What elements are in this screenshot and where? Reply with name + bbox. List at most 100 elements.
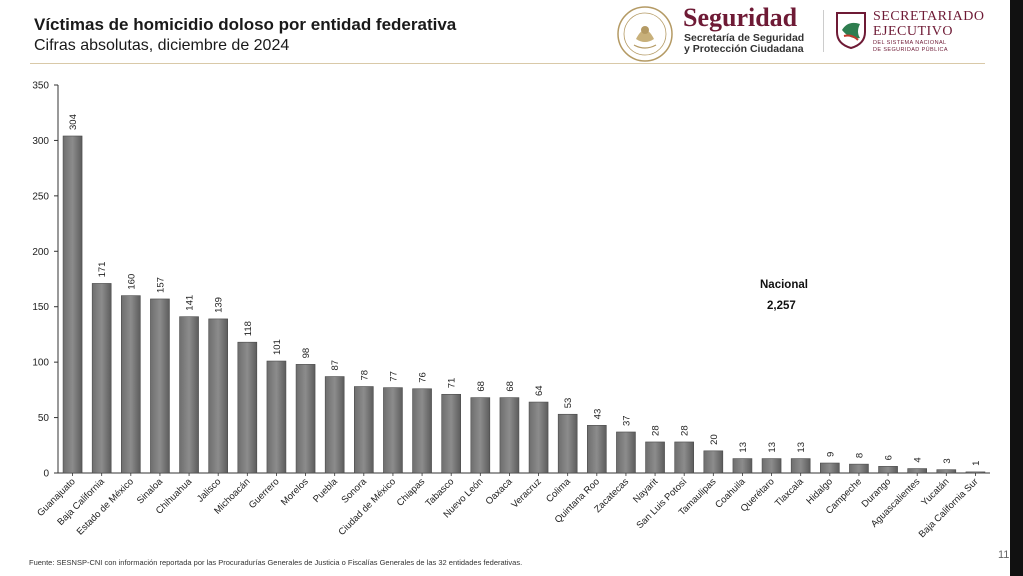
bar — [266, 360, 287, 474]
secretariado-logo-subtitle: DEL SISTEMA NACIONAL DE SEGURIDAD PÚBLIC… — [873, 40, 948, 54]
page-title: Víctimas de homicidio doloso por entidad… — [34, 15, 457, 34]
bar — [849, 463, 869, 474]
secretariado-shield-logo — [836, 12, 866, 50]
bar — [616, 431, 636, 474]
bar — [237, 341, 258, 474]
window-edge — [1010, 0, 1023, 576]
bar-value-label: 157 — [155, 277, 166, 293]
seguridad-logo-title: Seguridad — [683, 3, 798, 32]
bar-value-label: 4 — [913, 457, 924, 462]
bar-value-label: 68 — [505, 381, 516, 392]
secretariado-title-line-2: EJECUTIVO — [873, 24, 953, 39]
bar — [208, 318, 228, 474]
bar-value-label: 101 — [272, 339, 283, 355]
bar — [557, 413, 578, 474]
bar-value-label: 98 — [301, 348, 312, 359]
page-number: 11 — [998, 549, 1010, 561]
bar — [91, 283, 112, 474]
y-tick-label: 0 — [43, 469, 49, 480]
bar-value-label: 78 — [359, 370, 370, 381]
bar — [965, 471, 986, 474]
bar — [645, 441, 665, 474]
bar-value-label: 171 — [97, 262, 108, 278]
x-category-label: Veracruz — [509, 476, 543, 510]
secretariado-subtitle-line-2: DE SEGURIDAD PÚBLICA — [873, 47, 948, 53]
secretariado-subtitle-line-1: DEL SISTEMA NACIONAL — [873, 40, 947, 46]
bar — [179, 316, 199, 474]
bar — [412, 388, 432, 474]
secretariado-logo-title: SECRETARIADO EJECUTIVO — [873, 9, 984, 39]
bar-value-label: 68 — [476, 381, 487, 392]
bar — [674, 441, 694, 474]
bar — [121, 295, 141, 474]
bar — [150, 298, 170, 474]
bar-value-label: 64 — [534, 385, 545, 396]
secretariado-title-line-1: SECRETARIADO — [873, 9, 985, 24]
bar — [383, 387, 403, 474]
bar-value-label: 304 — [68, 114, 79, 130]
bar-value-label: 160 — [126, 274, 137, 290]
bar — [761, 458, 782, 474]
bar-value-label: 13 — [738, 442, 749, 453]
x-category-label: Puebla — [311, 476, 340, 505]
national-total-label: Nacional — [760, 279, 808, 291]
bar — [820, 462, 840, 474]
bar-value-label: 87 — [330, 360, 341, 371]
bar — [528, 401, 549, 474]
bar-value-label: 6 — [884, 455, 895, 460]
page-subtitle: Cifras absolutas, diciembre de 2024 — [34, 37, 290, 54]
x-category-label: Guerrero — [247, 476, 282, 511]
bar-value-label: 20 — [709, 434, 720, 445]
bar — [324, 376, 345, 474]
bar-value-label: 118 — [243, 321, 254, 336]
x-category-label: Tlaxcala — [773, 476, 806, 509]
y-tick-label: 200 — [32, 247, 49, 258]
y-tick-label: 350 — [32, 81, 49, 92]
bar — [907, 468, 927, 474]
bar — [470, 397, 491, 474]
bar-value-label: 3 — [942, 458, 953, 463]
y-tick-label: 50 — [38, 413, 50, 424]
seguridad-subtitle-line-1: Secretaría de Seguridad — [684, 32, 805, 44]
bar-value-label: 28 — [651, 425, 662, 436]
y-tick-label: 150 — [32, 302, 49, 313]
bar-value-label: 13 — [796, 442, 807, 453]
source-note: Fuente: SESNSP-CNI con información repor… — [29, 558, 523, 567]
national-total-value: 2,257 — [767, 300, 796, 312]
bar — [354, 386, 374, 474]
seguridad-logo-subtitle: Secretaría de Seguridad y Protección Ciu… — [684, 33, 804, 55]
bar-value-label: 28 — [680, 425, 691, 436]
bar-value-label: 53 — [563, 398, 574, 409]
bar — [587, 425, 607, 474]
bar-value-label: 71 — [447, 378, 458, 389]
y-tick-label: 250 — [32, 191, 49, 202]
bar — [703, 450, 724, 474]
bar — [936, 469, 957, 474]
bar — [62, 135, 83, 474]
seguridad-subtitle-line-2: y Protección Ciudadana — [684, 43, 804, 55]
bar-value-label: 1 — [971, 461, 982, 466]
x-category-label: Morelos — [279, 476, 311, 508]
y-tick-label: 300 — [32, 136, 49, 147]
bar — [499, 397, 520, 474]
bar-value-label: 76 — [418, 372, 429, 383]
bar-value-label: 13 — [767, 442, 778, 453]
national-seal-logo — [617, 6, 673, 62]
bar — [295, 364, 316, 474]
bar — [878, 466, 898, 474]
logo-divider — [823, 10, 824, 52]
bar-value-label: 141 — [185, 295, 196, 311]
bar-value-label: 9 — [825, 452, 836, 457]
bar-value-label: 37 — [621, 415, 632, 426]
y-tick-label: 100 — [32, 358, 49, 369]
x-category-label: Chiapas — [395, 476, 428, 509]
bar-chart: 050100150200250300350304Guanajuato171Baj… — [32, 81, 990, 540]
bar-value-label: 8 — [854, 453, 865, 458]
bar-value-label: 139 — [214, 297, 225, 313]
x-category-label: San Luis Potosí — [634, 476, 689, 531]
header-divider — [30, 63, 985, 64]
bar — [732, 458, 753, 474]
bar-value-label: 43 — [592, 409, 603, 420]
bar — [790, 458, 811, 474]
